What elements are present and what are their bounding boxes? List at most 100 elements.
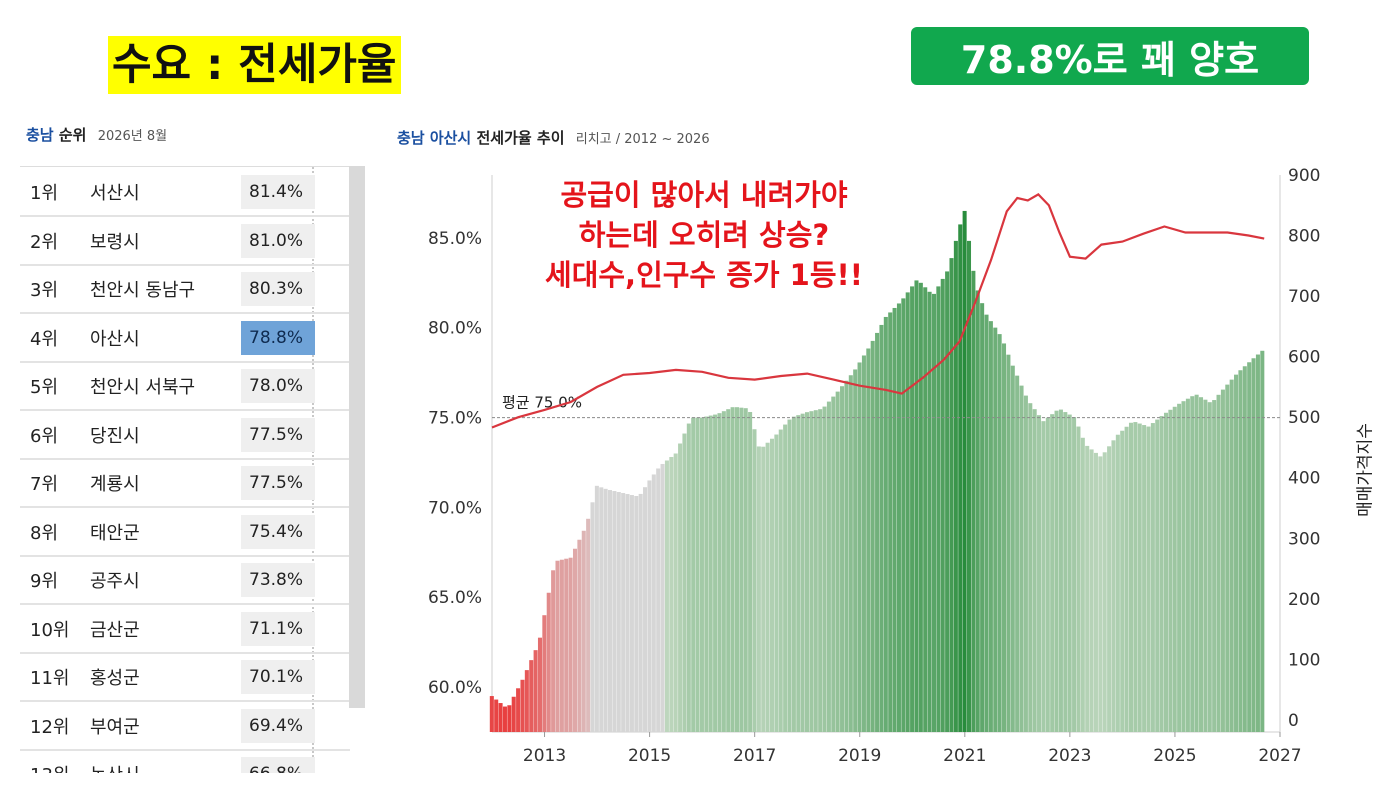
- chart-source: 리치고 / 2012 ~ 2026: [575, 132, 710, 147]
- ratio-bar: [975, 290, 980, 732]
- ratio-bar: [704, 416, 709, 732]
- jeonse-ratio-chart: 평균 75.0% 60.0% 65.0% 70.0% 75.0% 80.0% 85.0% 0 1…: [428, 166, 1320, 766]
- ratio-bar: [1028, 403, 1033, 732]
- ratio-bar: [1067, 414, 1072, 732]
- ratio-bar: [918, 282, 923, 732]
- ratio-bar: [494, 699, 499, 732]
- summary-badge: 78.8%로 꽤 양호: [911, 27, 1309, 85]
- ratio-value: 77.5%: [241, 417, 315, 452]
- city-name: 서산시: [90, 183, 140, 204]
- average-label: 평균 75.0%: [502, 394, 582, 412]
- city-name: 보령시: [90, 231, 140, 253]
- ratio-bar: [529, 660, 534, 732]
- ratio-bar: [498, 703, 503, 732]
- ratio-bar: [940, 278, 945, 732]
- ratio-bar: [826, 401, 831, 732]
- ranking-row[interactable]: 3위 천안시 동남구 80.3%: [20, 264, 350, 314]
- ratio-bar: [774, 434, 779, 732]
- ratio-bar: [875, 332, 880, 732]
- ratio-bar: [669, 456, 674, 732]
- ranking-row[interactable]: 9위 공주시 73.8%: [20, 555, 350, 605]
- city-name: 당진시: [90, 425, 140, 447]
- ratio-bar: [1019, 385, 1024, 732]
- ratio-bar: [945, 271, 950, 732]
- ratio-bar: [581, 530, 586, 732]
- rank-number: 7위: [30, 474, 59, 495]
- ratio-bar: [1010, 365, 1015, 732]
- ratio-bar: [923, 287, 928, 732]
- ranking-row[interactable]: 7위 계룡시 77.5%: [20, 458, 350, 508]
- ratio-bar: [866, 348, 871, 732]
- ratio-bar: [1102, 452, 1107, 732]
- ratio-bar: [988, 321, 993, 732]
- ratio-bar: [1150, 423, 1155, 732]
- ratio-bar: [739, 407, 744, 732]
- ratio-bar: [848, 375, 853, 732]
- city-name: 태안군: [90, 522, 140, 544]
- ratio-value: 77.5%: [241, 466, 315, 500]
- headline: 수요 : 전세가율: [108, 36, 401, 94]
- y2-tick-label: 0: [1288, 711, 1299, 731]
- rank-number: 5위: [30, 377, 59, 398]
- ratio-bar: [1247, 362, 1252, 732]
- ratio-bar: [1229, 379, 1234, 732]
- ratio-bar: [516, 688, 521, 732]
- ranking-row[interactable]: 4위 아산시 78.8%: [20, 313, 350, 363]
- ratio-bar: [590, 502, 595, 732]
- ratio-bar: [489, 696, 494, 732]
- ratio-bar: [555, 560, 560, 732]
- ratio-bar: [822, 406, 827, 732]
- ranking-row[interactable]: 8위 태안군 75.4%: [20, 507, 350, 557]
- ratio-bar: [1181, 401, 1186, 732]
- ranking-row[interactable]: 2위 보령시 81.0%: [20, 216, 350, 266]
- ratio-bar: [1093, 452, 1098, 732]
- ranking-scrollbar[interactable]: [349, 166, 365, 708]
- ratio-bar: [1185, 398, 1190, 732]
- ratio-bar: [537, 637, 542, 732]
- ranking-row[interactable]: 5위 천안시 서북구 78.0%: [20, 361, 350, 411]
- ratio-bar: [603, 488, 608, 732]
- city-name: 논산시: [90, 761, 140, 773]
- ratio-bar: [1041, 421, 1046, 732]
- y2-tick-label: 300: [1288, 529, 1320, 549]
- ratio-value: 81.0%: [241, 223, 315, 258]
- ranking-row[interactable]: 6위 당진시 77.5%: [20, 410, 350, 460]
- ratio-bar: [1199, 397, 1204, 732]
- ratio-bar: [511, 696, 516, 732]
- ratio-bar: [629, 495, 634, 732]
- ratio-bar: [840, 386, 845, 732]
- ratio-bar: [713, 414, 718, 732]
- ratio-bar: [765, 442, 770, 732]
- ratio-bar: [883, 316, 888, 732]
- y-tick-label: 75.0%: [428, 409, 482, 429]
- ranking-row[interactable]: 13위 논산시 66.8%: [20, 749, 350, 773]
- rank-number: 11위: [30, 668, 70, 689]
- ranking-row[interactable]: 10위 금산군 71.1%: [20, 604, 350, 654]
- ratio-bar: [752, 429, 757, 732]
- ratio-bar: [1194, 394, 1199, 732]
- ratio-bar: [568, 557, 573, 732]
- ratio-bar: [1168, 409, 1173, 732]
- x-tick-label: 2025: [1153, 746, 1196, 766]
- ranking-row[interactable]: 1위 서산시 81.4%: [20, 167, 350, 217]
- ratio-bar: [1234, 374, 1239, 732]
- ratio-bar: [1172, 406, 1177, 732]
- ratio-bar: [1260, 350, 1265, 732]
- ratio-bar: [726, 409, 731, 732]
- annotation: 공급이 많아서 내려가야 하는데 오히려 상승? 세대수,인구수 증가 1등!!: [519, 175, 889, 295]
- ratio-bar: [844, 380, 849, 732]
- y2-tick-label: 500: [1288, 408, 1320, 428]
- ratio-value: 71.1%: [241, 611, 315, 646]
- rank-number: 3위: [30, 280, 59, 301]
- ratio-bar: [699, 417, 704, 732]
- ratio-bar: [879, 324, 884, 732]
- ratio-bar: [896, 303, 901, 732]
- ratio-bar: [835, 391, 840, 732]
- rank-number: 9위: [30, 571, 59, 592]
- ratio-bar: [870, 340, 875, 732]
- ranking-row[interactable]: 11위 홍성군 70.1%: [20, 652, 350, 702]
- ratio-bar: [787, 419, 792, 732]
- ratio-bar: [778, 429, 783, 732]
- ranking-row[interactable]: 12위 부여군 69.4%: [20, 701, 350, 751]
- ratio-bar: [730, 407, 735, 732]
